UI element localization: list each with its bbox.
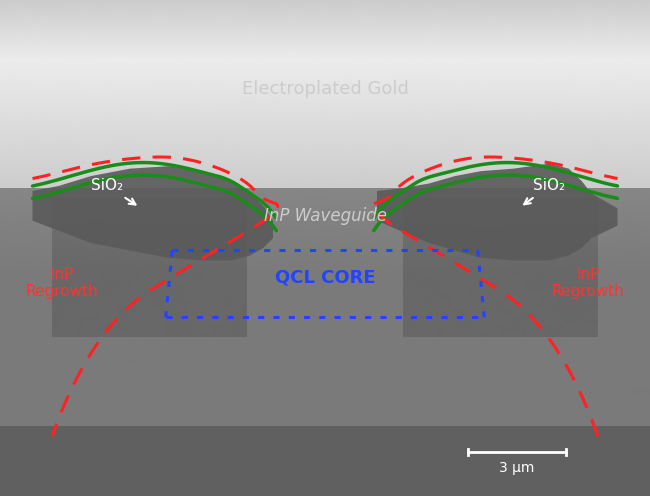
Text: InP
Regrowth: InP Regrowth [25,266,98,299]
Text: InP
Regrowth: InP Regrowth [552,266,625,299]
Text: 3 μm: 3 μm [499,461,534,475]
Text: SiO₂: SiO₂ [91,179,135,204]
Text: QCL CORE: QCL CORE [275,269,375,287]
Polygon shape [32,166,273,260]
Text: InP Waveguide: InP Waveguide [263,207,387,225]
Text: SiO₂: SiO₂ [524,179,566,204]
Polygon shape [377,164,618,260]
Text: Electroplated Gold: Electroplated Gold [242,80,408,98]
